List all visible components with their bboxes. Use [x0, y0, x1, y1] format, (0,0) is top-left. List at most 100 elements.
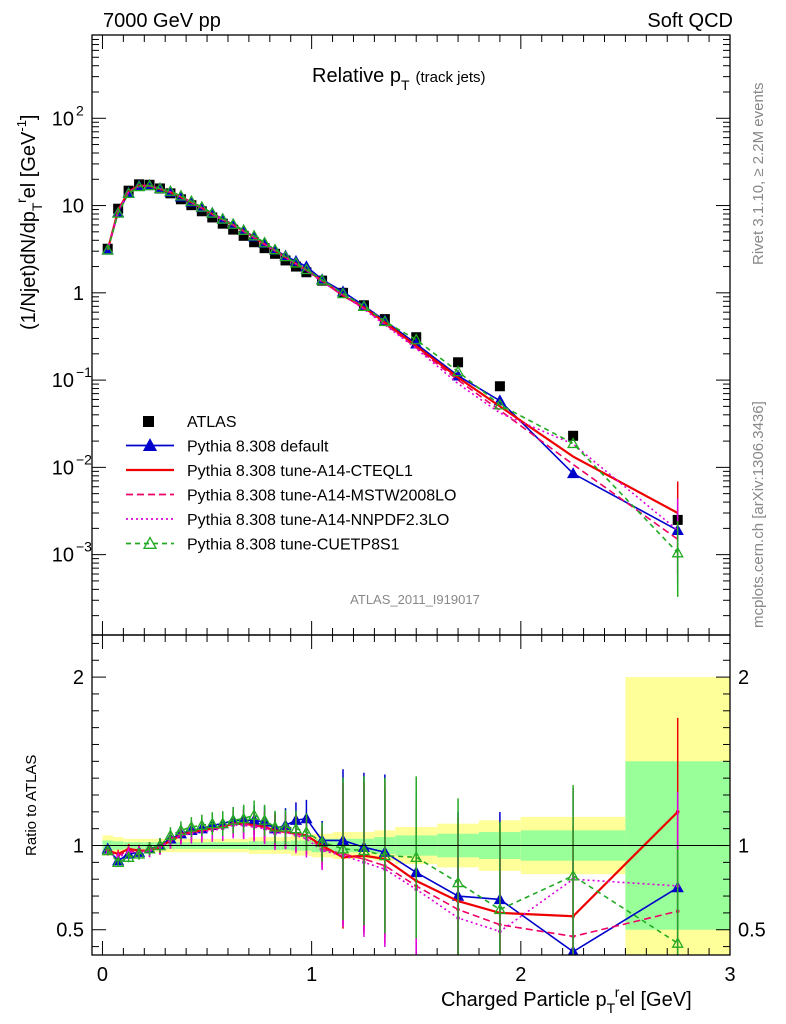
rivet-label: Rivet 3.1.10, ≥ 2.2M events [750, 83, 767, 266]
top-ylabel-sub: T [29, 202, 45, 211]
atlas-point [228, 224, 239, 235]
analysis-watermark: ATLAS_2011_I919017 [350, 592, 480, 607]
x-tick-label: 3 [724, 964, 735, 986]
series-marker [493, 398, 507, 410]
y-tick-exponent: −1 [76, 364, 92, 380]
ratio-y-tick-labels: 0.5 0.5 1 1 2 2 [56, 667, 766, 942]
ratio-marker [315, 835, 329, 847]
series-marker [112, 206, 125, 218]
ratio-marker [410, 850, 423, 862]
plot-title-sub: T [401, 77, 410, 93]
x-tick-label: 2 [515, 964, 526, 986]
ratio-axis-ticks [92, 35, 731, 955]
ratio-marker [185, 820, 198, 832]
ratio-marker [143, 842, 156, 854]
series-marker [567, 437, 580, 449]
ratio-marker [237, 812, 250, 824]
ratio-marker [289, 822, 303, 834]
series-marker [101, 243, 114, 255]
y-tick-exponent: −2 [76, 451, 92, 467]
series-marker [300, 263, 313, 275]
series-marker [248, 229, 261, 241]
ratio-tick-label-right: 0.5 [738, 920, 766, 942]
series-marker [268, 243, 282, 255]
ratio-marker [258, 813, 271, 825]
ratio-tick-label-left: 0.5 [56, 920, 84, 942]
ratio-tick-label-left: 1 [73, 836, 84, 858]
top-ylabel-end: ] [18, 115, 40, 121]
legend-label: Pythia 8.308 tune-A14-CTEQL1 [187, 463, 413, 480]
ratio-marker [279, 820, 292, 832]
top-y-axis-label: (1/Njet)dN/dpTrel [GeV-1] [13, 115, 45, 330]
ratio-tick-label-left: 2 [73, 667, 84, 689]
legend-label: ATLAS [187, 414, 237, 431]
series-marker [132, 180, 146, 192]
ratio-marker [493, 903, 507, 915]
y-tick-label: 10 [52, 545, 74, 567]
atlas-point [238, 230, 249, 241]
y-tick-exponent: 2 [76, 102, 84, 118]
legend-marker [142, 438, 158, 451]
legend-label: Pythia 8.308 tune-A14-MSTW2008LO [187, 488, 456, 505]
xlabel-sub: T [607, 1000, 616, 1016]
series-line [106, 184, 679, 540]
series-line [106, 184, 679, 554]
ratio-tick-label-right: 1 [738, 836, 749, 858]
series-marker [451, 365, 465, 377]
series-marker [216, 212, 229, 224]
ratio-marker [216, 817, 229, 829]
legend-label: Pythia 8.308 default [187, 439, 329, 456]
top-ylabel-sup: r [13, 198, 29, 203]
y-tick-label: 10 [52, 370, 74, 392]
process-label: Soft QCD [647, 10, 733, 32]
series-marker [279, 250, 292, 262]
ratio-marker [206, 817, 219, 829]
series-marker [378, 315, 391, 327]
y-tick-label: 10 [52, 457, 74, 479]
xlabel-tail: el [GeV] [619, 989, 691, 1011]
top-ylabel-tail: el [GeV [18, 131, 40, 198]
legend-label: Pythia 8.308 tune-A14-NNPDF2.3LO [187, 512, 449, 529]
series-marker [410, 333, 423, 345]
series-marker [227, 217, 240, 229]
series-marker [185, 194, 198, 206]
plot-title: Relative pT (track jets) [312, 65, 486, 93]
y-tick-label: 1 [73, 283, 84, 305]
ratio-marker [336, 842, 350, 854]
series-marker [357, 300, 371, 311]
atlas-point [411, 332, 422, 343]
ratio-marker [248, 808, 261, 820]
ratio-marker [227, 813, 240, 825]
ratio-marker [122, 850, 135, 862]
ratio-frame [91, 634, 731, 956]
ratio-marker [268, 820, 282, 832]
atlas-point [301, 267, 312, 278]
ratio-y-axis-label: Ratio to ATLAS [23, 755, 40, 856]
series-marker [289, 256, 303, 268]
top-series [101, 179, 684, 597]
atlas-point [453, 357, 464, 368]
legend-marker-atlas [143, 416, 154, 427]
x-tick-label: 1 [306, 964, 317, 986]
x-tick-label: 0 [97, 964, 108, 986]
x-tick-labels: 0 1 2 3 [97, 964, 736, 986]
series-marker [315, 273, 329, 285]
series-marker [258, 236, 271, 248]
atlas-point [568, 430, 579, 441]
ratio-tick-label-right: 2 [738, 667, 749, 689]
ratio-marker [671, 936, 684, 948]
ratio-series [101, 717, 684, 955]
y-tick-label: 10 [62, 196, 84, 218]
series-marker [164, 184, 177, 196]
atlas-point [249, 237, 260, 248]
x-axis-label: Charged Particle pTrel [GeV] [441, 984, 692, 1016]
series-marker [336, 287, 350, 299]
ratio-marker [300, 825, 313, 837]
series-marker [206, 206, 219, 218]
ratio-marker [112, 856, 125, 868]
atlas-point [494, 381, 505, 392]
series-marker [567, 467, 580, 479]
ratio-marker [101, 844, 114, 856]
xlabel-main: Charged Particle p [441, 989, 607, 1011]
